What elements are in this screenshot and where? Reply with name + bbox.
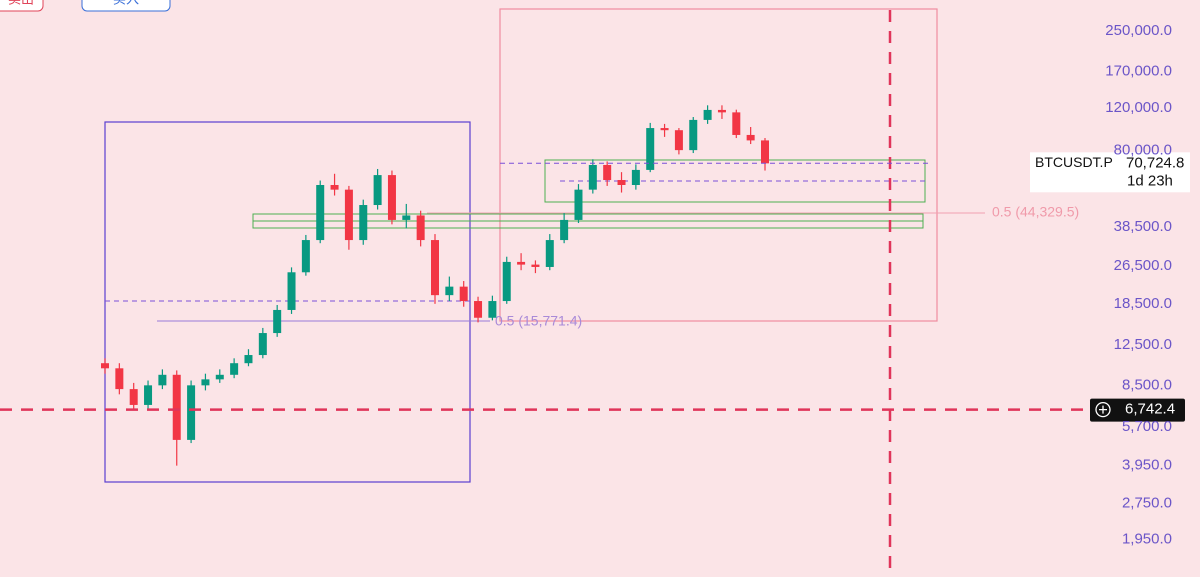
cursor-badge [1090, 398, 1185, 422]
range-box [499, 8, 938, 322]
candle-body [732, 112, 741, 135]
candle-body [445, 286, 454, 296]
candle-body [703, 109, 712, 120]
candle-body [144, 385, 153, 405]
overlay: BTCUSDT.P 70,724.81d 23h 6,742.4 [0, 152, 1190, 422]
candle-body [574, 189, 583, 220]
y-tick-label: 3,950.0 [1122, 457, 1172, 474]
candle-body [717, 109, 726, 113]
candle-body [545, 240, 554, 267]
y-tick-label: 38,500.0 [1114, 218, 1172, 235]
candle-body [646, 128, 655, 170]
candle-body [373, 175, 382, 206]
symbol-label: BTCUSDT.P [1035, 154, 1113, 170]
candle-body [273, 309, 282, 334]
candle-body [674, 130, 683, 151]
candle-body [230, 363, 239, 375]
candle-body [459, 286, 468, 302]
candle-body [129, 389, 138, 405]
y-tick-label: 170,000.0 [1105, 62, 1172, 79]
candle-body [115, 368, 124, 390]
y-tick-label: 26,500.0 [1114, 257, 1172, 274]
last-price-label: 70,724.8 [1126, 154, 1184, 171]
candle-body [531, 264, 540, 267]
candle-body [187, 385, 196, 440]
candle-body [158, 374, 167, 386]
y-tick-label: 18,500.0 [1114, 295, 1172, 312]
fib-label: 0.5 (44,329.5) [992, 204, 1079, 220]
buy-button[interactable] [81, 0, 171, 12]
candle-body [301, 240, 310, 273]
candle-body [172, 374, 181, 440]
buy-button-label[interactable]: 买入 [113, 0, 139, 6]
candle-body [431, 240, 439, 296]
candle-body [617, 180, 626, 185]
candle-body [402, 215, 411, 220]
countdown-label: 1d 23h [1127, 172, 1173, 189]
candle-body [660, 128, 669, 131]
candle-body [387, 175, 396, 220]
plus-icon [1095, 401, 1111, 418]
candle-body [215, 374, 224, 380]
plus-icon [1099, 405, 1107, 414]
candle-body [101, 363, 109, 369]
y-tick-label: 8,500.0 [1122, 376, 1172, 393]
candle-body [316, 184, 325, 241]
candle-body [488, 301, 497, 318]
candle-body [287, 272, 296, 310]
candle-body [560, 219, 569, 241]
y-tick-label: 5,700.0 [1122, 418, 1172, 435]
y-tick-label: 80,000.0 [1114, 141, 1172, 158]
candle-body [689, 119, 698, 151]
candle-body [746, 134, 755, 141]
fib-label: 0.5 (15,771.4) [495, 313, 582, 329]
candle-body [244, 355, 253, 364]
y-tick-label: 120,000.0 [1105, 99, 1172, 116]
candle-body [359, 205, 368, 241]
sell-button[interactable] [0, 0, 44, 12]
candle-body [201, 379, 210, 386]
candle-body [416, 215, 425, 241]
candle-body [502, 261, 511, 302]
candle-body [258, 333, 267, 356]
candle-body [330, 184, 339, 190]
y-tick-label: 250,000.0 [1105, 22, 1172, 39]
candle-body [474, 301, 483, 318]
candle-body [761, 140, 769, 164]
candle-body [631, 169, 640, 185]
cursor-price-label: 6,742.4 [1125, 401, 1175, 418]
sell-button-label[interactable]: 卖出 [8, 0, 34, 6]
y-tick-label: 1,950.0 [1122, 531, 1172, 548]
candle-body [344, 189, 353, 241]
candle-body [588, 164, 597, 190]
range-box [104, 121, 471, 483]
price-badge [1030, 152, 1190, 193]
y-tick-label: 12,500.0 [1114, 336, 1172, 353]
top-buttons[interactable]: 卖出 买入 [0, 0, 171, 12]
candle-body [517, 261, 526, 265]
y-tick-label: 2,750.0 [1122, 495, 1172, 512]
candle-body [603, 164, 612, 181]
candles [101, 105, 769, 466]
